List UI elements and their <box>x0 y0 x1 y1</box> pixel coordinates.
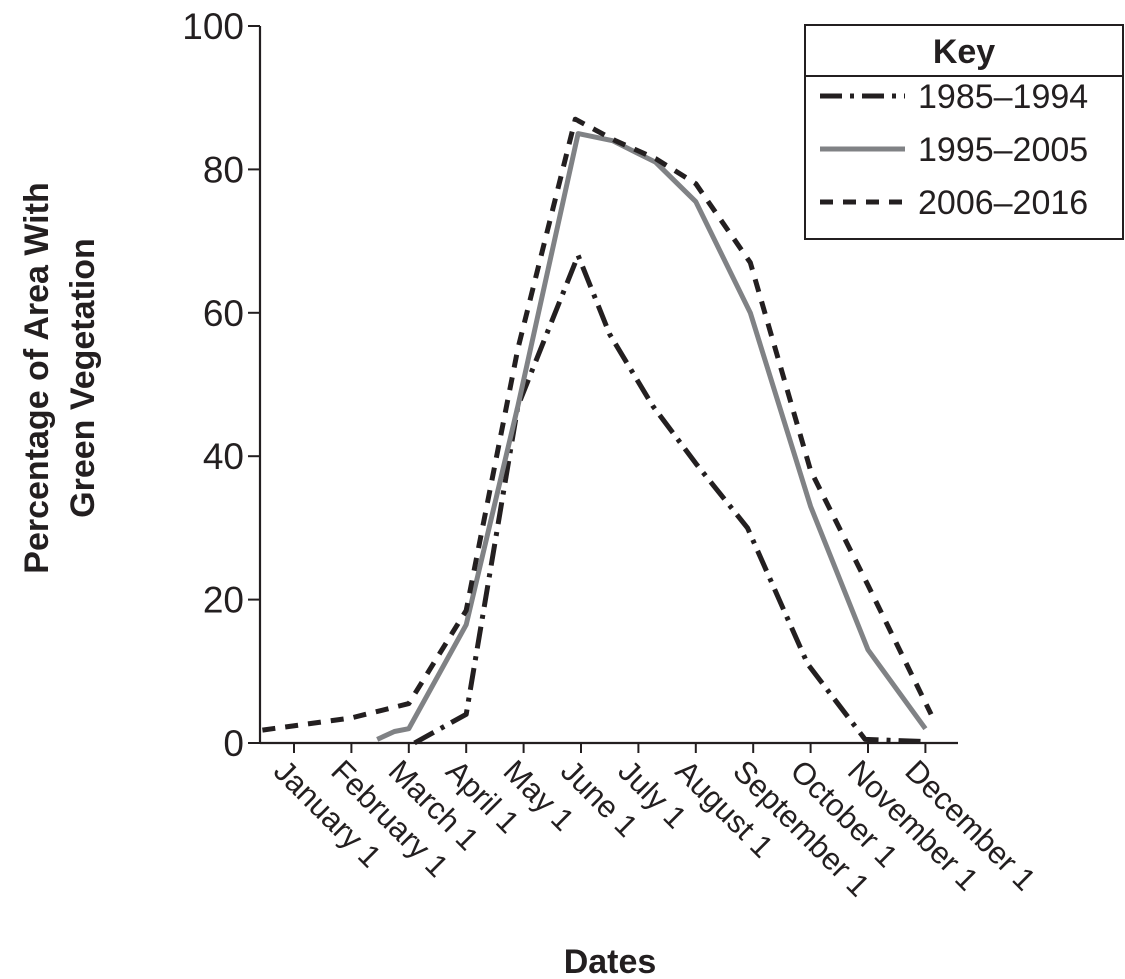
y-axis-title-line-1: Percentage of Area With <box>18 182 56 573</box>
legend-label-1: 1985–1994 <box>918 78 1088 116</box>
y-tick-label-0: 0 <box>223 723 244 764</box>
legend-label-3: 2006–2016 <box>918 184 1088 222</box>
y-axis-title: Percentage of Area With Green Vegetation <box>18 182 102 573</box>
y-axis-title-line-2: Green Vegetation <box>64 238 102 518</box>
legend: Key 1985–1994 1995–2005 2006–2016 <box>804 24 1124 240</box>
series-line-3 <box>262 116 934 733</box>
y-axis-ticks: 0 20 40 60 80 100 <box>182 6 260 764</box>
legend-title: Key <box>933 33 995 71</box>
series-line-1 <box>413 252 926 746</box>
axes <box>258 26 958 745</box>
y-tick-label-100: 100 <box>182 6 244 47</box>
legend-entries: 1985–1994 1995–2005 2006–2016 <box>820 78 1088 222</box>
y-tick-label-20: 20 <box>203 580 244 621</box>
y-tick-label-60: 60 <box>203 293 244 334</box>
legend-box <box>804 24 1124 240</box>
y-tick-label-40: 40 <box>203 436 244 477</box>
series-lines <box>262 116 934 746</box>
series-line-2 <box>376 131 928 742</box>
x-axis-title: Dates <box>564 943 657 979</box>
y-tick-label-80: 80 <box>203 149 244 190</box>
legend-label-2: 1995–2005 <box>918 131 1088 169</box>
